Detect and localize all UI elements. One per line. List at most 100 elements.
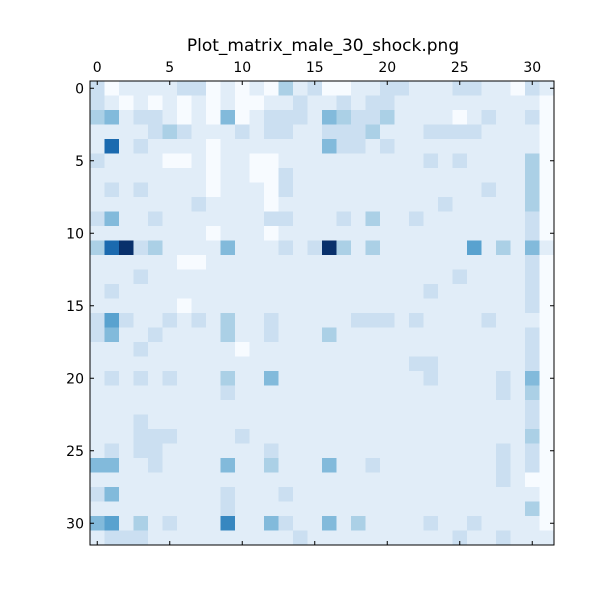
heatmap-cell — [133, 487, 149, 502]
heatmap-cell — [148, 371, 163, 386]
heatmap-cell — [278, 414, 294, 430]
heatmap-cell — [438, 414, 453, 430]
heatmap-cell — [351, 124, 366, 140]
heatmap-cell — [162, 284, 178, 299]
heatmap-cell — [249, 414, 265, 430]
heatmap-cell — [525, 501, 540, 517]
heatmap-cell — [322, 139, 337, 154]
heatmap-cell — [467, 472, 482, 488]
heatmap-cell — [525, 182, 540, 198]
heatmap-cell — [539, 168, 555, 183]
heatmap-cell — [336, 429, 352, 444]
heatmap-cell — [307, 443, 323, 459]
heatmap-cell — [365, 429, 381, 444]
heatmap-cell — [481, 371, 497, 386]
heatmap-cell — [191, 472, 207, 488]
heatmap-cell — [351, 298, 366, 314]
heatmap-cell — [423, 356, 439, 372]
heatmap-cell — [409, 226, 424, 241]
heatmap-cell — [452, 429, 468, 444]
heatmap-cell — [510, 168, 526, 183]
heatmap-cell — [177, 81, 192, 96]
heatmap-cell — [177, 371, 192, 386]
heatmap-cell — [539, 269, 555, 285]
heatmap-cell — [467, 269, 482, 285]
heatmap-cell — [336, 95, 352, 111]
heatmap-cell — [467, 298, 482, 314]
heatmap-cell — [235, 110, 250, 125]
heatmap-cell — [148, 516, 163, 531]
heatmap-cell — [336, 443, 352, 459]
heatmap-cell — [336, 197, 352, 212]
heatmap-cell — [119, 327, 134, 343]
heatmap-cell — [525, 371, 540, 386]
heatmap-cell — [539, 356, 555, 372]
heatmap-cell — [235, 472, 250, 488]
heatmap-cell — [452, 139, 468, 154]
heatmap-cell — [249, 255, 265, 270]
heatmap-cell — [322, 153, 337, 169]
heatmap-cell — [394, 226, 410, 241]
heatmap-cell — [264, 110, 279, 125]
heatmap-cell — [235, 284, 250, 299]
heatmap-cell — [177, 327, 192, 343]
heatmap-cell — [365, 472, 381, 488]
heatmap-cell — [133, 95, 149, 111]
heatmap-cell — [104, 313, 120, 328]
heatmap-cell — [104, 139, 120, 154]
y-tick-label: 10 — [66, 226, 84, 242]
heatmap-cell — [394, 313, 410, 328]
heatmap-cell — [496, 95, 511, 111]
heatmap-cell — [467, 443, 482, 459]
heatmap-cell — [235, 414, 250, 430]
heatmap-cell — [293, 298, 308, 314]
heatmap-cell — [177, 211, 192, 227]
y-tick-label: 20 — [66, 371, 84, 387]
heatmap-cell — [249, 342, 265, 357]
heatmap-cell — [539, 95, 555, 111]
heatmap-cell — [409, 168, 424, 183]
heatmap-cell — [307, 110, 323, 125]
heatmap-cell — [322, 182, 337, 198]
heatmap-cell — [394, 443, 410, 459]
heatmap-cell — [191, 313, 207, 328]
heatmap-cell — [452, 313, 468, 328]
heatmap-cell — [481, 516, 497, 531]
heatmap-cell — [365, 284, 381, 299]
heatmap-cell — [351, 356, 366, 372]
heatmap-cell — [90, 298, 105, 314]
heatmap-cell — [409, 356, 424, 372]
heatmap-cell — [264, 327, 279, 343]
heatmap-cell — [525, 211, 540, 227]
heatmap-cell — [394, 168, 410, 183]
heatmap-cell — [307, 501, 323, 517]
heatmap-cell — [409, 95, 424, 111]
heatmap-cell — [177, 95, 192, 111]
heatmap-cell — [264, 487, 279, 502]
heatmap-cell — [90, 472, 105, 488]
heatmap-cell — [177, 197, 192, 212]
heatmap-cell — [235, 342, 250, 357]
heatmap-cell — [467, 95, 482, 111]
heatmap-cell — [307, 226, 323, 241]
heatmap-cell — [220, 501, 236, 517]
heatmap-cell — [496, 530, 511, 546]
heatmap-cell — [539, 182, 555, 198]
heatmap-cell — [220, 81, 236, 96]
heatmap-cell — [438, 342, 453, 357]
heatmap-cell — [322, 168, 337, 183]
heatmap-cell — [525, 327, 540, 343]
heatmap-cell — [133, 501, 149, 517]
heatmap-cell — [351, 371, 366, 386]
heatmap-cell — [220, 385, 236, 401]
heatmap-cell — [104, 472, 120, 488]
heatmap-cell — [90, 429, 105, 444]
heatmap-cell — [380, 240, 395, 256]
heatmap-cell — [133, 342, 149, 357]
heatmap-cell — [90, 443, 105, 459]
heatmap-cell — [510, 501, 526, 517]
heatmap-cell — [336, 284, 352, 299]
heatmap-cell — [481, 139, 497, 154]
heatmap-cell — [525, 110, 540, 125]
heatmap-cell — [423, 530, 439, 546]
